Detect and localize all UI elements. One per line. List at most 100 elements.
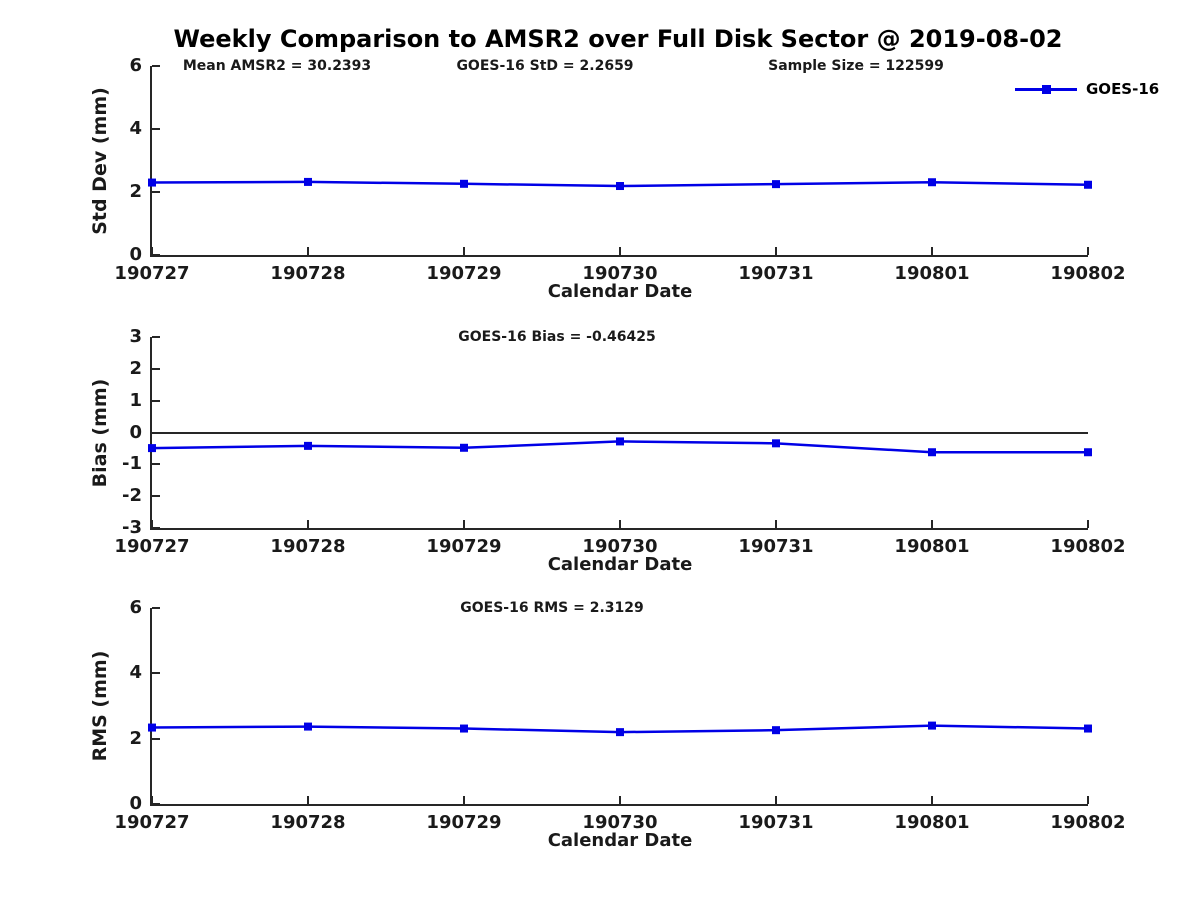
zero-reference-line [152, 431, 1088, 434]
x-tick [307, 520, 309, 528]
data-point-marker [928, 721, 936, 730]
series-plot-area [148, 177, 1092, 191]
legend-square-marker-icon [1041, 84, 1051, 94]
y-tick-label: -1 [122, 453, 142, 475]
y-tick-label: 4 [129, 118, 142, 139]
data-point-marker [1084, 724, 1092, 733]
y-tick-label: 2 [129, 727, 142, 749]
y-tick [152, 672, 160, 675]
y-tick-label: 2 [129, 181, 142, 202]
x-tick [1087, 520, 1089, 528]
data-point-marker [1084, 180, 1092, 189]
x-tick-label: 190731 [738, 263, 814, 284]
data-point-marker [616, 728, 624, 737]
x-tick-label: 190730 [582, 812, 658, 833]
legend-line-sample [1015, 84, 1077, 94]
x-tick-label: 190728 [270, 536, 346, 557]
annotation-mean-amsr2: Mean AMSR2 = 30.2393 [182, 58, 372, 74]
x-tick-label: 190801 [894, 536, 970, 557]
data-point-marker [304, 441, 312, 450]
data-point-marker [304, 177, 312, 186]
x-tick-label: 190727 [114, 263, 190, 284]
x-tick [775, 247, 777, 255]
y-tick [152, 65, 160, 67]
data-point-marker [460, 724, 468, 733]
x-axis-label-calendar-date: Calendar Date [547, 554, 693, 575]
y-tick-label: 6 [129, 597, 142, 618]
x-tick-label: 190801 [894, 812, 970, 833]
y-tick-label: 4 [129, 662, 142, 684]
y-tick [152, 495, 160, 498]
x-tick-label: 190727 [114, 812, 190, 833]
y-axis-label-stddev: Std Dev (mm) [89, 86, 111, 235]
x-tick-label: 190729 [426, 263, 502, 284]
y-tick-label: -2 [122, 485, 142, 507]
x-tick [1087, 247, 1089, 255]
y-tick [152, 254, 160, 256]
y-tick-label: 6 [129, 55, 142, 76]
x-tick [619, 247, 621, 255]
annotation-goes16-bias: GOES-16 Bias = -0.46425 [458, 329, 656, 345]
x-tick [307, 247, 309, 255]
data-point-marker [772, 726, 780, 735]
x-tick-label: 190802 [1050, 263, 1126, 284]
x-tick-label: 190729 [426, 812, 502, 833]
data-point-marker [1084, 448, 1092, 457]
x-tick [151, 796, 153, 804]
chart-title: Weekly Comparison to AMSR2 over Full Dis… [173, 25, 1063, 53]
y-tick-label: 0 [129, 793, 142, 814]
y-tick-label: 0 [129, 244, 142, 265]
legend: GOES-16 [1015, 80, 1159, 98]
x-tick [931, 796, 933, 804]
x-tick [931, 520, 933, 528]
x-tick [463, 796, 465, 804]
y-tick-label: 3 [129, 326, 142, 347]
x-tick-label: 190731 [738, 812, 814, 833]
annotation-sample-size: Sample Size = 122599 [768, 58, 944, 74]
y-tick [152, 607, 160, 609]
x-tick [775, 796, 777, 804]
x-axis-label-calendar-date: Calendar Date [547, 830, 693, 851]
y-tick [152, 128, 160, 130]
y-tick-label: -3 [122, 517, 142, 538]
series-plot-area [148, 721, 1092, 737]
x-tick-label: 190729 [426, 536, 502, 557]
data-point-marker [928, 448, 936, 457]
legend-label: GOES-16 [1086, 80, 1160, 98]
x-tick [151, 247, 153, 255]
y-tick [152, 463, 160, 466]
annotation-goes16-rms: GOES-16 RMS = 2.3129 [460, 600, 644, 616]
y-tick [152, 191, 160, 193]
data-point-marker [148, 444, 156, 453]
y-tick [152, 803, 160, 805]
y-tick-label: 0 [129, 421, 142, 443]
x-tick [619, 796, 621, 804]
data-point-marker [148, 178, 156, 187]
y-tick [152, 527, 160, 529]
data-point-marker [928, 178, 936, 187]
x-tick [151, 520, 153, 528]
annotation-goes16-std: GOES-16 StD = 2.2659 [456, 58, 634, 74]
subplot-rms: GOES-16 RMS = 2.3129 RMS (mm) Calendar D… [89, 597, 1126, 851]
y-tick [152, 367, 160, 370]
y-tick-label: 1 [129, 389, 142, 411]
y-tick [152, 336, 160, 338]
data-point-marker [616, 182, 624, 191]
data-point-marker [460, 443, 468, 452]
subplot-bias: GOES-16 Bias = -0.46425 Bias (mm) Calend… [89, 326, 1126, 575]
x-tick [307, 796, 309, 804]
x-tick-label: 190731 [738, 536, 814, 557]
subplot-stddev: Mean AMSR2 = 30.2393 GOES-16 StD = 2.265… [89, 55, 1126, 302]
y-tick [152, 737, 160, 740]
x-tick [1087, 796, 1089, 804]
x-tick-label: 190802 [1050, 536, 1126, 557]
x-tick-label: 190801 [894, 263, 970, 284]
series-plot-area [148, 437, 1092, 457]
x-tick [463, 520, 465, 528]
data-point-marker [772, 439, 780, 448]
x-tick [775, 520, 777, 528]
data-point-marker [616, 437, 624, 446]
x-axis-label-calendar-date: Calendar Date [547, 281, 693, 302]
x-tick-label: 190728 [270, 263, 346, 284]
